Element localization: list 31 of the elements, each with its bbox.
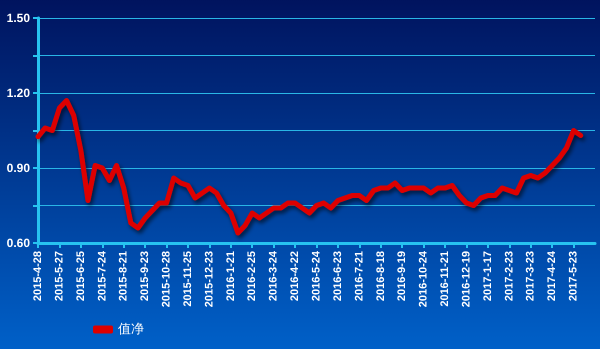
x-tick-label: 2017-1-17 xyxy=(482,251,494,302)
x-tick-label: 2015-11-25 xyxy=(182,251,194,307)
y-tick-label: 0.60 xyxy=(6,236,30,250)
x-tick-label: 2016-10-24 xyxy=(418,250,430,308)
x-tick-label: 2016-8-18 xyxy=(374,251,387,302)
x-tick-label: 2017-4-24 xyxy=(546,250,558,302)
y-tick-label: 0.90 xyxy=(6,161,30,175)
x-tick-label: 2016-2-25 xyxy=(246,251,258,302)
x-tick-label: 2016-5-24 xyxy=(310,250,322,302)
y-tick-label: 1.50 xyxy=(6,11,30,25)
x-tick-label: 2017-3-23 xyxy=(524,251,537,302)
x-tick-label: 2016-4-22 xyxy=(289,251,302,302)
x-tick-label: 2016-3-24 xyxy=(268,250,280,302)
y-tick-label: 1.20 xyxy=(6,86,30,100)
x-tick-label: 2016-12-19 xyxy=(460,251,472,308)
legend-label: 值净 xyxy=(118,322,144,337)
x-tick-label: 2015-7-24 xyxy=(96,250,108,302)
x-tick-label: 2016-7-21 xyxy=(353,251,366,302)
x-tick-label: 2016-9-19 xyxy=(396,251,408,302)
x-tick-label: 2015-12-23 xyxy=(203,251,216,308)
x-tick-label: 2015-8-21 xyxy=(118,251,130,302)
x-tick-label: 2015-9-23 xyxy=(139,251,152,302)
x-tick-label: 2015-5-27 xyxy=(53,251,66,302)
x-tick-label: 2017-5-23 xyxy=(568,251,580,302)
x-tick-label: 2016-1-21 xyxy=(224,251,237,302)
x-tick-label: 2015-4-28 xyxy=(32,251,44,302)
x-tick-label: 2016-6-23 xyxy=(332,251,344,302)
x-tick-label: 2015-6-25 xyxy=(74,251,87,302)
x-tick-label: 2015-10-28 xyxy=(160,251,173,308)
x-tick-label: 2017-2-23 xyxy=(503,251,516,302)
x-tick-label: 2016-11-21 xyxy=(439,251,452,307)
